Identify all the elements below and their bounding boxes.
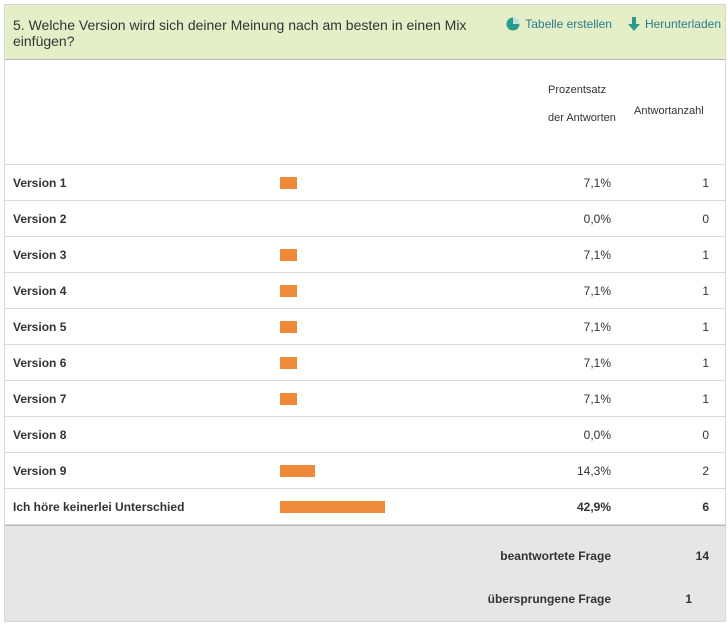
count-column-header: Antwortanzahl [634, 105, 704, 117]
percent-bar [280, 501, 386, 513]
answered-value: 14 [695, 549, 709, 563]
percent-bar [280, 393, 298, 405]
percent-bar [280, 465, 316, 477]
table-row: Version 7 7,1% 1 [5, 381, 725, 417]
row-count: 0 [702, 428, 709, 442]
table-row: Version 5 7,1% 1 [5, 309, 725, 345]
row-percent: 0,0% [583, 212, 611, 226]
row-count: 1 [702, 248, 709, 262]
row-label: Version 3 [13, 248, 67, 262]
download-arrow-icon [627, 17, 640, 31]
row-label: Version 5 [13, 320, 67, 334]
row-percent: 7,1% [583, 176, 611, 190]
row-percent: 7,1% [583, 284, 611, 298]
column-headers: Prozentsatz der Antworten Antwortanzahl [5, 60, 725, 165]
pie-chart-icon [506, 17, 520, 31]
row-percent: 7,1% [583, 248, 611, 262]
row-count: 2 [702, 464, 709, 478]
table-row: Version 9 14,3% 2 [5, 453, 725, 489]
row-label: Version 9 [13, 464, 67, 478]
row-percent: 7,1% [583, 392, 611, 406]
create-table-label: Tabelle erstellen [525, 17, 612, 31]
row-count: 1 [702, 284, 709, 298]
skipped-summary: übersprungene Frage 1 [5, 589, 725, 609]
row-label: Ich höre keinerlei Unterschied [13, 500, 185, 514]
row-label: Version 6 [13, 356, 67, 370]
answer-rows: Version 1 7,1% 1 Version 2 0,0% 0 Versio… [5, 165, 725, 525]
question-title: 5. Welche Version wird sich deiner Meinu… [13, 17, 467, 49]
percent-column-header: Prozentsatz der Antworten [548, 84, 616, 124]
header-actions: Tabelle erstellen Herunterladen [506, 17, 721, 31]
row-label: Version 4 [13, 284, 67, 298]
row-percent: 42,9% [576, 500, 611, 514]
percent-bar [280, 177, 298, 189]
table-row: Version 4 7,1% 1 [5, 273, 725, 309]
download-label: Herunterladen [644, 17, 721, 31]
question-panel: 5. Welche Version wird sich deiner Meinu… [4, 4, 726, 622]
row-count: 6 [702, 500, 709, 514]
row-count: 1 [702, 320, 709, 334]
row-percent: 14,3% [576, 464, 611, 478]
row-label: Version 2 [13, 212, 67, 226]
row-count: 1 [702, 176, 709, 190]
row-percent: 7,1% [583, 320, 611, 334]
answered-summary: beantwortete Frage 14 [5, 546, 725, 566]
skipped-value: 1 [685, 592, 692, 606]
row-count: 1 [702, 356, 709, 370]
percent-bar [280, 249, 298, 261]
row-label: Version 7 [13, 392, 67, 406]
answered-label: beantwortete Frage [500, 549, 611, 563]
table-row: Version 6 7,1% 1 [5, 345, 725, 381]
table-row: Version 8 0,0% 0 [5, 417, 725, 453]
row-label: Version 8 [13, 428, 67, 442]
row-label: Version 1 [13, 176, 67, 190]
skipped-label: übersprungene Frage [487, 592, 611, 606]
table-row: Ich höre keinerlei Unterschied 42,9% 6 [5, 489, 725, 525]
question-header: 5. Welche Version wird sich deiner Meinu… [5, 5, 725, 60]
download-button[interactable]: Herunterladen [627, 17, 721, 31]
row-percent: 0,0% [583, 428, 611, 442]
create-table-button[interactable]: Tabelle erstellen [506, 17, 612, 31]
percent-bar [280, 357, 298, 369]
table-row: Version 1 7,1% 1 [5, 165, 725, 201]
table-row: Version 3 7,1% 1 [5, 237, 725, 273]
row-count: 0 [702, 212, 709, 226]
summary-footer: beantwortete Frage 14 übersprungene Frag… [5, 525, 725, 621]
percent-bar [280, 285, 298, 297]
row-count: 1 [702, 392, 709, 406]
percent-bar [280, 321, 298, 333]
table-row: Version 2 0,0% 0 [5, 201, 725, 237]
row-percent: 7,1% [583, 356, 611, 370]
